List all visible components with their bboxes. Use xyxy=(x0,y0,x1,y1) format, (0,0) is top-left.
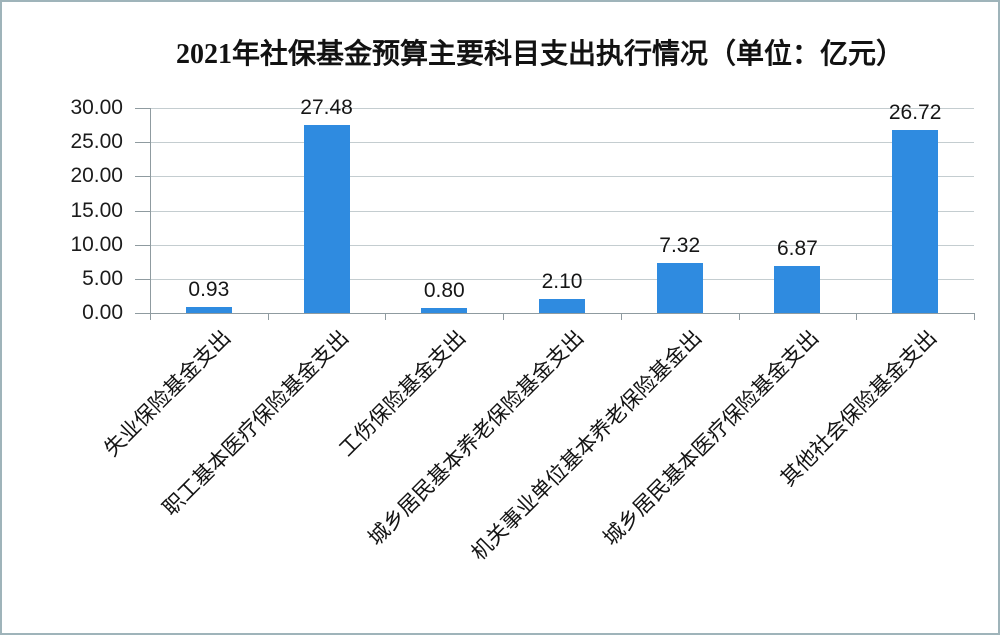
gridline xyxy=(150,244,974,246)
gridline xyxy=(150,278,974,280)
bar xyxy=(539,298,585,313)
y-axis-tick xyxy=(135,210,150,212)
x-axis-tick xyxy=(738,313,740,320)
bar xyxy=(185,306,232,313)
gridline xyxy=(150,142,974,144)
y-axis-tick xyxy=(135,142,150,144)
value-label: 6.87 xyxy=(776,237,818,261)
bar xyxy=(656,262,703,313)
y-tick-label: 5.00 xyxy=(82,266,123,290)
y-axis-tick xyxy=(135,176,150,178)
x-axis-tick xyxy=(974,313,975,320)
y-tick-label: 0.00 xyxy=(82,301,123,324)
y-axis-tick xyxy=(135,313,150,314)
category-label: 机关事业单位基本养老保险基金出 xyxy=(466,325,706,566)
x-axis-line xyxy=(150,313,974,314)
y-tick-label: 15.00 xyxy=(70,198,123,222)
x-axis-tick xyxy=(385,313,387,320)
y-tick-label: 20.00 xyxy=(70,164,123,188)
y-axis-tick xyxy=(135,278,150,280)
bar xyxy=(303,125,350,313)
x-axis-tick xyxy=(267,313,269,320)
y-axis-tick xyxy=(135,244,150,246)
x-axis-tick xyxy=(620,313,622,320)
category-label: 城乡居民基本医疗保险基金支出 xyxy=(598,325,824,551)
category-label: 工伤保险基金支出 xyxy=(334,325,471,462)
gridline xyxy=(150,176,974,178)
category-label: 失业保险基金支出 xyxy=(99,325,236,462)
value-label: 0.80 xyxy=(423,278,465,302)
chart-title: 2021年社保基金预算主要科目支出执行情况（单位：亿元） xyxy=(175,39,904,70)
value-label: 27.48 xyxy=(300,96,353,120)
bar xyxy=(774,266,821,313)
y-tick-label: 30.00 xyxy=(70,96,123,119)
x-axis-tick xyxy=(856,313,858,320)
y-tick-label: 25.00 xyxy=(70,130,123,154)
gridline xyxy=(150,108,974,109)
gridline xyxy=(150,210,974,212)
value-label: 7.32 xyxy=(659,233,701,257)
x-axis-tick xyxy=(503,313,505,320)
bar xyxy=(421,307,468,313)
value-label: 26.72 xyxy=(888,101,942,125)
y-tick-label: 10.00 xyxy=(70,232,123,256)
value-label: 2.10 xyxy=(541,269,583,293)
y-axis-line xyxy=(150,108,151,320)
value-label: 0.93 xyxy=(188,277,230,301)
y-axis-tick xyxy=(135,108,150,109)
bar xyxy=(892,130,939,313)
category-label: 城乡居民基本养老保险基金支出 xyxy=(363,325,589,551)
